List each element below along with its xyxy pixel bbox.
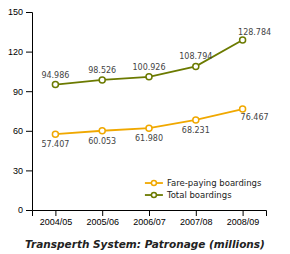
- data-label: 128.784: [238, 28, 271, 37]
- data-label: 61.980: [135, 134, 163, 143]
- data-label: 100.926: [132, 63, 165, 72]
- x-tick-mark: [149, 210, 150, 216]
- data-label: 108.794: [179, 52, 212, 61]
- data-label: 60.053: [88, 137, 116, 146]
- data-label: 98.526: [88, 66, 116, 75]
- x-tick: 2005/06: [86, 210, 119, 227]
- x-axis-line: [33, 211, 267, 217]
- x-tick: 2004/05: [40, 210, 73, 227]
- x-tick-label: 2008/09: [227, 217, 260, 227]
- y-tick-mark: [26, 91, 32, 92]
- legend-label: Fare-paying boardings: [167, 178, 262, 188]
- y-tick-label: 60: [13, 126, 23, 136]
- legend: Fare-paying boardings Total boardings: [145, 178, 262, 200]
- x-axis: 2004/05 2005/06 2006/07 2007/08 2008/09: [33, 210, 267, 227]
- y-tick-mark: [26, 52, 32, 53]
- y-tick: 90: [13, 87, 32, 97]
- y-axis: 0 30 60 90 120 150: [8, 7, 33, 215]
- data-label: 94.986: [41, 71, 69, 80]
- data-label: 68.231: [182, 126, 210, 135]
- y-tick-mark: [26, 170, 32, 171]
- x-tick: 2008/09: [227, 210, 260, 227]
- legend-item: Fare-paying boardings: [145, 178, 262, 188]
- y-tick: 60: [13, 126, 32, 136]
- x-tick-mark: [196, 210, 197, 216]
- plot-area: 2004/05 2005/06 2006/07 2007/08 2008/09 0 30 60…: [8, 7, 271, 227]
- marker: [99, 128, 105, 134]
- data-labels: 57.407 60.053 61.980 68.231 76.467 94.986 98.5…: [41, 28, 271, 149]
- marker: [193, 117, 199, 123]
- x-tick-mark: [55, 210, 56, 216]
- y-tick-label: 90: [13, 87, 23, 97]
- y-tick-mark: [26, 12, 32, 13]
- marker: [240, 37, 246, 43]
- x-tick: 2007/08: [180, 210, 213, 227]
- marker: [193, 63, 199, 69]
- chart-container: 2004/05 2005/06 2006/07 2007/08 2008/09 0 30 60…: [0, 0, 290, 254]
- title: Transperth System: Patronage (millions): [25, 238, 265, 250]
- y-tick: 150: [8, 7, 32, 17]
- marker: [240, 106, 246, 112]
- marker: [52, 131, 58, 137]
- y-tick: 0: [18, 205, 32, 215]
- y-axis-line: [26, 13, 33, 211]
- y-tick-mark: [26, 210, 32, 211]
- y-tick-mark: [26, 131, 32, 132]
- y-tick-label: 0: [18, 205, 23, 215]
- legend-label: Total boardings: [166, 190, 232, 200]
- legend-marker: [151, 193, 156, 198]
- x-tick-label: 2004/05: [40, 217, 73, 227]
- x-tick: 2006/07: [133, 210, 166, 227]
- x-tick-label: 2005/06: [86, 217, 119, 227]
- marker: [99, 77, 105, 83]
- x-tick-label: 2007/08: [180, 217, 213, 227]
- x-tick-mark: [102, 210, 103, 216]
- y-tick-label: 30: [13, 166, 23, 176]
- y-tick: 30: [13, 166, 32, 176]
- data-label: 57.407: [41, 140, 69, 149]
- marks: [52, 37, 245, 137]
- x-tick-label: 2006/07: [133, 217, 166, 227]
- legend-item: Total boardings: [145, 190, 232, 200]
- marker: [146, 125, 152, 131]
- y-tick-label: 150: [8, 7, 23, 17]
- chart: 2004/05 2005/06 2006/07 2007/08 2008/09 0 30 60…: [0, 0, 290, 254]
- marker: [146, 74, 152, 80]
- y-tick: 120: [8, 47, 32, 57]
- legend-marker: [151, 181, 156, 186]
- data-label: 76.467: [241, 113, 269, 122]
- series-line: [55, 109, 242, 134]
- marker: [52, 82, 58, 88]
- series-line: [55, 40, 242, 85]
- x-tick-mark: [243, 210, 244, 216]
- y-tick-label: 120: [8, 47, 23, 57]
